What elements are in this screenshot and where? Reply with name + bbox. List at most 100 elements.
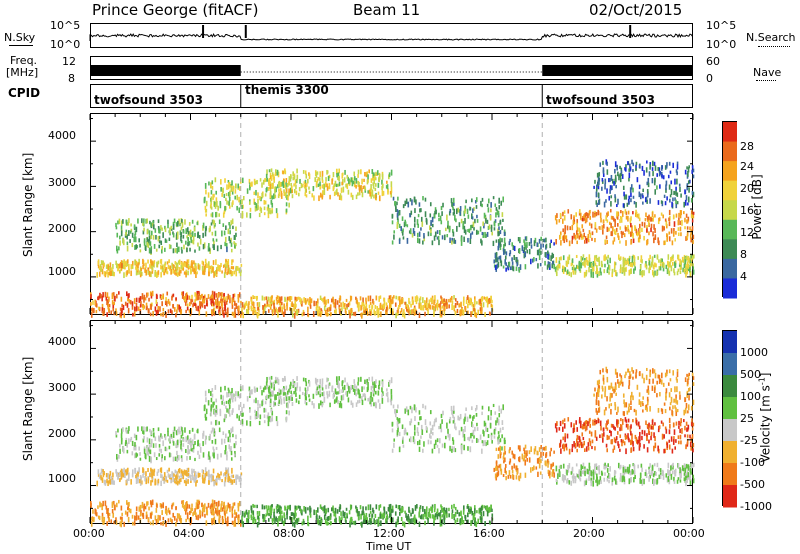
- velocity-scatter-point: [640, 479, 643, 484]
- power-scatter-point: [266, 186, 268, 192]
- power-scatter-point: [471, 231, 474, 235]
- power-scatter-point: [224, 306, 226, 312]
- power-scatter-point: [98, 271, 101, 277]
- velocity-scatter-point: [162, 440, 164, 447]
- power-scatter-point: [250, 305, 253, 309]
- power-scatter-point: [187, 227, 189, 233]
- power-scatter-point: [688, 257, 691, 261]
- power-scatter-point: [124, 263, 126, 270]
- power-scatter-point: [331, 298, 333, 303]
- power-scatter-point: [448, 298, 450, 303]
- velocity-scatter-point: [171, 519, 173, 524]
- velocity-scatter-point: [285, 392, 287, 397]
- velocity-scatter-point: [158, 453, 161, 457]
- power-scatter-point: [301, 300, 303, 307]
- velocity-cb-tick-m500: -500: [740, 478, 765, 491]
- velocity-scatter-point: [334, 511, 337, 518]
- power-scatter-point: [596, 265, 598, 271]
- velocity-scatter-point: [390, 377, 393, 384]
- velocity-scatter-point: [511, 469, 514, 474]
- velocity-scatter-point: [374, 519, 376, 525]
- velocity-scatter-point: [210, 404, 213, 410]
- power-scatter-point: [377, 182, 380, 188]
- power-scatter-point: [504, 259, 506, 265]
- power-scatter-point: [131, 260, 134, 266]
- power-scatter-point: [419, 296, 422, 301]
- power-scatter-point: [458, 303, 461, 308]
- power-scatter-point: [226, 271, 228, 276]
- velocity-scatter-point: [256, 387, 258, 392]
- velocity-scatter-point: [692, 462, 695, 467]
- power-scatter-point: [127, 266, 130, 273]
- velocity-scatter-point: [250, 514, 253, 518]
- velocity-scatter-point: [495, 466, 497, 471]
- power-scatter-point: [125, 232, 127, 236]
- power-scatter-point: [325, 177, 327, 182]
- power-scatter-point: [335, 183, 338, 188]
- power-scatter-point: [95, 303, 98, 308]
- power-scatter-point: [202, 296, 205, 300]
- power-scatter-point: [346, 183, 349, 190]
- velocity-scatter-point: [337, 400, 339, 405]
- velocity-scatter-point: [422, 513, 425, 520]
- power-scatter-point: [390, 186, 393, 193]
- velocity-scatter-point: [241, 510, 244, 517]
- power-scatter-point: [133, 224, 136, 229]
- velocity-scatter-point: [280, 506, 282, 510]
- power-scatter-point: [463, 225, 466, 230]
- velocity-scatter-point: [154, 515, 157, 521]
- power-scatter-point: [557, 264, 559, 271]
- velocity-scatter-point: [224, 445, 227, 451]
- power-scatter-point: [301, 312, 304, 317]
- power-scatter-point: [365, 306, 367, 312]
- power-scatter-point: [268, 304, 271, 308]
- velocity-scatter-point: [513, 463, 516, 469]
- velocity-scatter-point: [441, 506, 443, 510]
- power-scatter-point: [194, 232, 196, 237]
- velocity-scatter-point: [257, 400, 259, 406]
- power-scatter-point: [248, 201, 251, 205]
- power-scatter-point: [212, 301, 215, 306]
- power-scatter-point: [381, 185, 383, 191]
- velocity-scatter-point: [667, 475, 670, 482]
- velocity-scatter-point: [143, 435, 145, 440]
- power-scatter-point: [179, 306, 182, 311]
- velocity-scatter-point: [321, 384, 324, 389]
- power-scatter-point: [120, 225, 123, 231]
- power-scatter-point: [226, 311, 229, 318]
- velocity-scatter-point: [191, 439, 194, 446]
- power-scatter-point: [222, 296, 225, 301]
- power-scatter-point: [157, 305, 160, 311]
- power-scatter-point: [182, 262, 184, 268]
- velocity-scatter-point: [213, 401, 215, 406]
- velocity-scatter-point: [219, 410, 222, 417]
- power-scatter-point: [471, 213, 473, 219]
- power-scatter-point: [139, 270, 141, 275]
- power-scatter-point: [341, 173, 344, 179]
- power-scatter-point: [190, 263, 193, 268]
- power-scatter-point: [171, 296, 173, 301]
- power-scatter-point: [379, 304, 382, 310]
- velocity-scatter-point: [375, 504, 378, 510]
- velocity-scatter-point: [190, 447, 193, 452]
- power-scatter-point: [275, 208, 278, 214]
- velocity-scatter-point: [245, 509, 248, 515]
- velocity-scatter-point: [154, 480, 156, 486]
- velocity-scatter-point: [135, 452, 138, 458]
- velocity-scatter-point: [356, 510, 359, 517]
- power-scatter-point: [519, 237, 521, 243]
- power-scatter-point: [509, 266, 512, 271]
- velocity-scatter-point: [405, 512, 407, 518]
- velocity-scatter-point: [476, 427, 479, 431]
- velocity-scatter-point: [348, 510, 351, 515]
- velocity-scatter-point: [292, 384, 295, 388]
- power-scatter-point: [262, 310, 265, 315]
- power-scatter-point: [420, 208, 422, 213]
- velocity-scatter-point: [217, 472, 219, 477]
- power-scatter-point: [521, 245, 524, 252]
- power-scatter-point: [213, 240, 215, 246]
- velocity-scatter-point: [431, 506, 433, 512]
- velocity-scatter-point: [351, 402, 354, 408]
- velocity-scatter-point: [308, 381, 311, 387]
- power-scatter-point: [463, 236, 465, 243]
